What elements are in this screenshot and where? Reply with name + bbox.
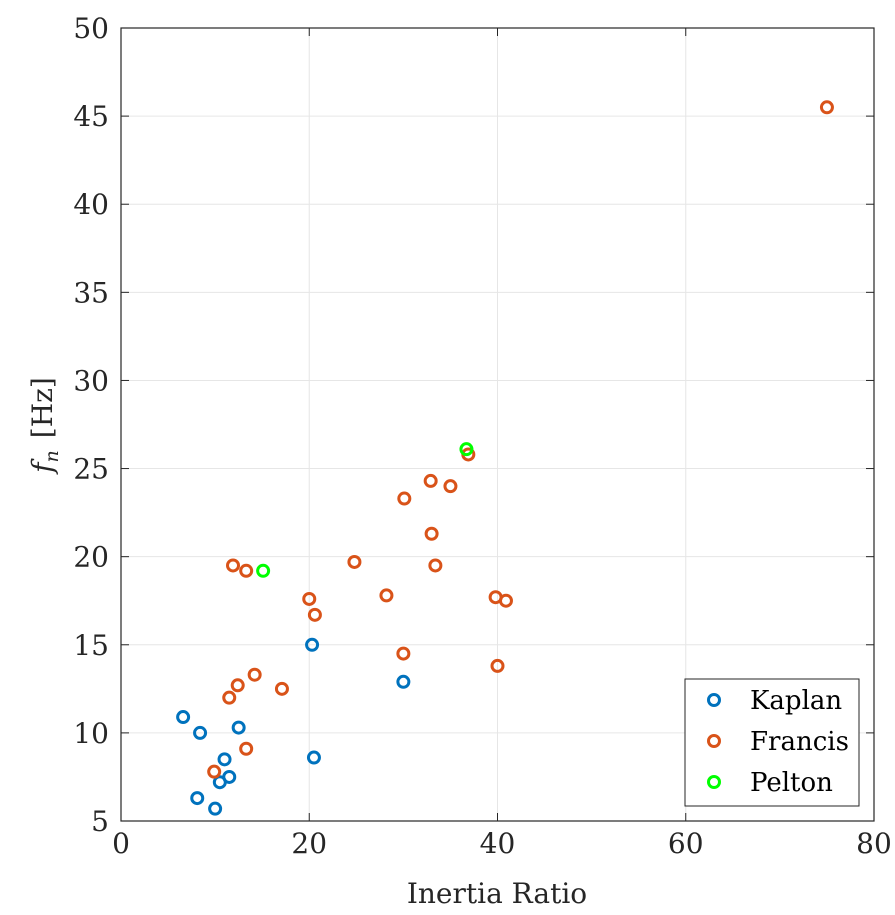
y-tick-label: 5: [91, 805, 109, 838]
kaplan-point: [176, 710, 191, 725]
kaplan-point: [231, 720, 246, 735]
x-tick-label: 60: [668, 827, 704, 860]
francis-point: [490, 658, 505, 673]
series-francis: [207, 100, 834, 779]
francis-point: [396, 646, 411, 661]
francis-point: [819, 100, 834, 115]
x-tick-label: 20: [291, 827, 327, 860]
y-tick-label: 50: [73, 12, 109, 45]
kaplan-point: [208, 801, 223, 816]
y-tick-labels: 5 10 15 20 25 30 35 40 45 50: [73, 12, 109, 838]
y-axis-unit: [Hz]: [26, 377, 59, 438]
plot-frame: [120, 27, 875, 822]
legend-label-kaplan: Kaplan: [750, 686, 842, 716]
francis-point: [397, 491, 412, 506]
francis-point: [379, 588, 394, 603]
pelton-point: [256, 563, 271, 578]
legend-label-francis: Francis: [750, 727, 849, 757]
francis-point: [222, 690, 237, 705]
x-axis-title: Inertia Ratio: [407, 877, 587, 910]
y-axis-title: fn[Hz]: [26, 377, 63, 475]
francis-point: [207, 764, 222, 779]
francis-point: [307, 607, 322, 622]
kaplan-point: [222, 769, 237, 784]
kaplan-point: [306, 750, 321, 765]
y-tick-label: 15: [73, 629, 109, 662]
series-kaplan: [176, 637, 411, 816]
francis-point: [498, 593, 513, 608]
kaplan-point: [193, 725, 208, 740]
legend-box: [684, 678, 860, 807]
y-tick-label: 30: [73, 364, 109, 397]
francis-point: [226, 558, 241, 573]
francis-point: [239, 563, 254, 578]
francis-point: [424, 526, 439, 541]
francis-point: [443, 479, 458, 494]
y-tick-label: 20: [73, 541, 109, 574]
legend-items: Kaplan Francis Pelton: [707, 686, 849, 798]
legend-marker-francis: [707, 734, 721, 748]
francis-point: [428, 558, 443, 573]
kaplan-point: [305, 637, 320, 652]
series-pelton: [256, 442, 474, 578]
kaplan-point: [217, 752, 232, 767]
x-tick-label: 40: [480, 827, 516, 860]
francis-point: [347, 554, 362, 569]
x-tick-label: 0: [112, 827, 130, 860]
y-axis-subscript: n: [41, 450, 63, 462]
legend-marker-pelton: [707, 775, 721, 789]
x-tick-label: 80: [856, 827, 892, 860]
y-tick-label: 45: [73, 100, 109, 133]
francis-point: [302, 591, 317, 606]
francis-point: [247, 667, 262, 682]
francis-point: [423, 473, 438, 488]
francis-point: [239, 741, 254, 756]
legend-label-pelton: Pelton: [750, 768, 833, 798]
pelton-point: [459, 442, 474, 457]
francis-point: [230, 678, 245, 693]
legend-marker-kaplan: [707, 693, 721, 707]
kaplan-point: [190, 791, 205, 806]
data-points: [176, 100, 834, 816]
y-tick-label: 40: [73, 188, 109, 221]
y-tick-label: 25: [73, 453, 109, 486]
x-tick-labels: 0 20 40 60 80: [112, 827, 892, 860]
legend: Kaplan Francis Pelton: [684, 678, 860, 807]
y-tick-label: 10: [73, 717, 109, 750]
francis-point: [274, 681, 289, 696]
kaplan-point: [396, 674, 411, 689]
svg-text:fn[Hz]: fn[Hz]: [26, 377, 63, 475]
y-tick-label: 35: [73, 276, 109, 309]
